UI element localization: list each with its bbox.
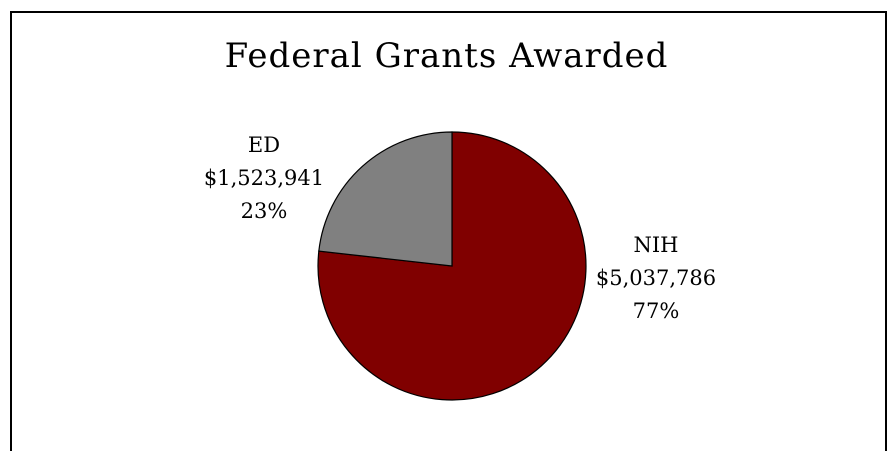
slice-label-nih-name: NIH — [634, 233, 679, 257]
slice-label-nih-amount: $5,037,786 — [596, 266, 716, 290]
slice-label-ed-name: ED — [248, 133, 280, 157]
slice-label-nih-percent: 77% — [633, 299, 680, 323]
slice-label-ed-amount: $1,523,941 — [204, 166, 324, 190]
chart-frame — [10, 11, 887, 451]
slice-label-ed-percent: 23% — [241, 199, 288, 223]
pie-chart: NIH $5,037,786 77% ED $1,523,941 23% — [204, 131, 716, 401]
chart-title: Federal Grants Awarded — [224, 36, 669, 76]
pie-slice-ed — [318, 131, 453, 267]
